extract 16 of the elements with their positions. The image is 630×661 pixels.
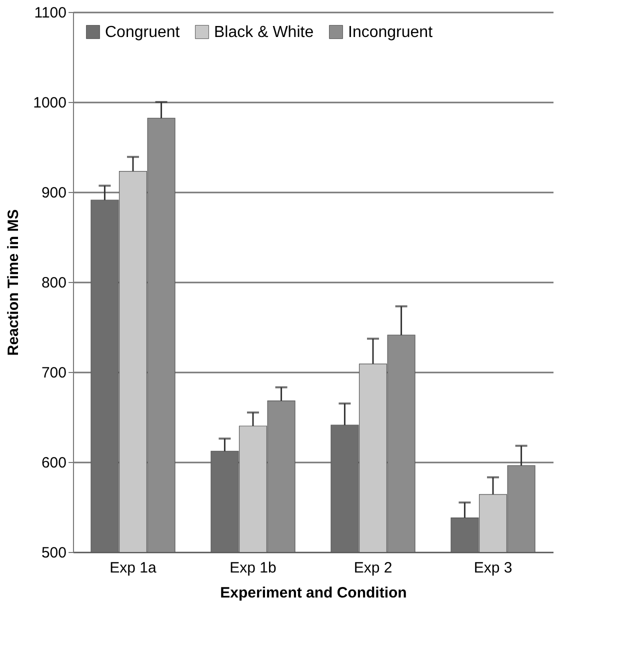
legend-label: Incongruent [348,24,434,41]
legend-label: Black & White [214,24,314,41]
y-axis-title: Reaction Time in MS [5,209,22,356]
x-tick-label: Exp 1a [110,560,158,576]
x-axis-title: Experiment and Condition [220,584,407,602]
x-tick-label: Exp 3 [474,560,512,576]
y-tick-label: 800 [41,274,66,292]
y-tick-label: 900 [41,184,66,202]
y-tick-label: 700 [41,364,66,382]
x-tick-label: Exp 2 [354,560,392,576]
y-tick-label: 1100 [34,4,66,22]
y-tick-label: 500 [41,544,66,562]
x-tick-label: Exp 1b [230,560,276,576]
y-tick-label: 600 [41,454,66,472]
legend-label: Congruent [105,24,180,41]
y-tick-label: 1000 [33,94,66,112]
